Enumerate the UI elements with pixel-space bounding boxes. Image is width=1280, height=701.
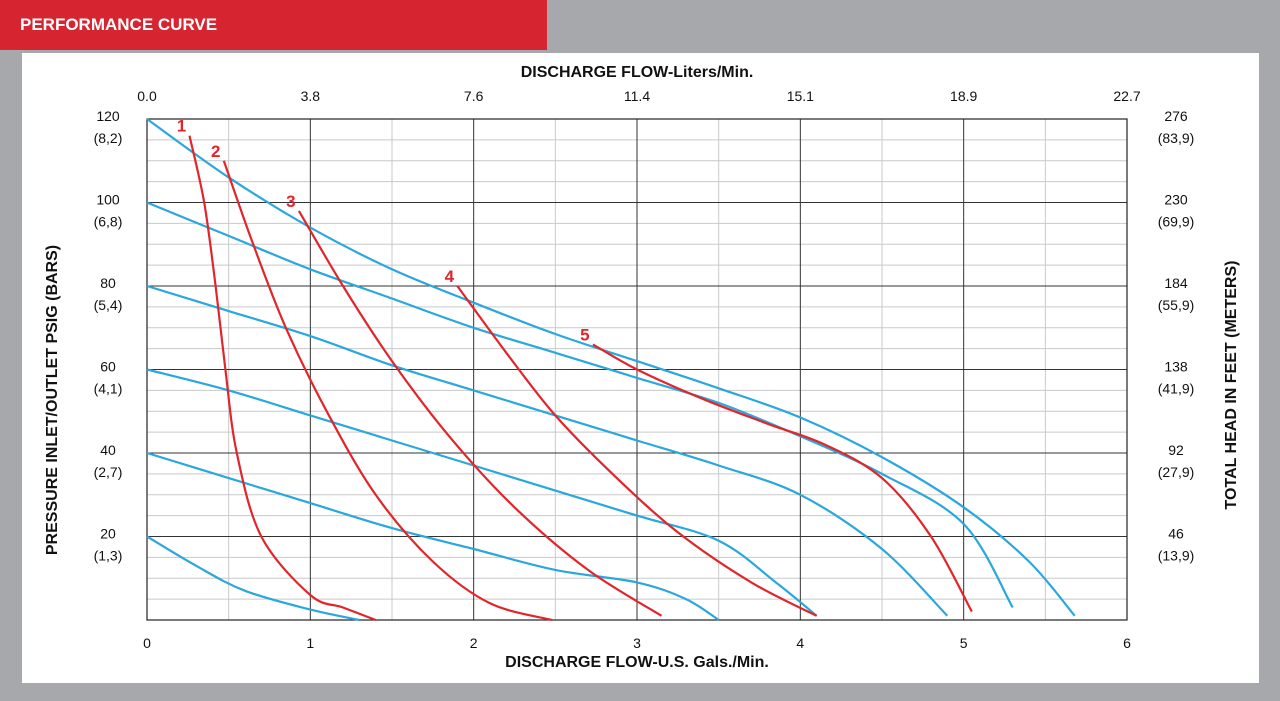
y2-tick-meters: (69,9) [1158, 214, 1195, 230]
y-tick-bar: (5,4) [94, 297, 123, 313]
top-x-tick-label: 3.8 [301, 88, 321, 104]
pressure-curve [146, 118, 1076, 617]
x-tick-label: 2 [470, 635, 478, 651]
y2-tick-feet: 184 [1164, 275, 1188, 291]
pressure-curve [146, 451, 720, 621]
curve-label: 1 [177, 117, 186, 136]
flow-curves: 1 2 3 4 5 [177, 117, 973, 622]
pressure-curve [146, 284, 949, 617]
y2-tick-meters: (41,9) [1158, 381, 1195, 397]
y-tick-psi: 80 [100, 275, 116, 291]
y-tick-psi: 60 [100, 359, 116, 375]
top-x-tick-label: 15.1 [787, 88, 814, 104]
top-x-tick-label: 22.7 [1113, 88, 1140, 104]
curve-label: 3 [286, 192, 295, 211]
y2-tick-meters: (55,9) [1158, 297, 1195, 313]
y-tick-bar: (8,2) [94, 130, 123, 146]
y2-tick-feet: 46 [1168, 526, 1184, 542]
y2-tick-meters: (13,9) [1158, 548, 1195, 564]
pressure-curve [146, 201, 1014, 609]
top-x-tick-label: 7.6 [464, 88, 484, 104]
top-x-tick-label: 11.4 [624, 88, 650, 104]
y2-tick-feet: 138 [1164, 359, 1188, 375]
y-axis-label: PRESSURE INLET/OUTLET PSIG (BARS) [44, 245, 61, 555]
x-tick-label: 0 [143, 635, 151, 651]
top-x-tick-label: 0.0 [137, 88, 157, 104]
pressure-curve [146, 368, 818, 617]
right-y-axis-label: TOTAL HEAD IN FEET (METERS) [1223, 261, 1240, 510]
y2-tick-feet: 230 [1164, 192, 1188, 208]
x-tick-label: 6 [1123, 635, 1131, 651]
top-x-tick-label: 18.9 [950, 88, 977, 104]
y2-tick-feet: 92 [1168, 442, 1184, 458]
flow-curve [456, 285, 818, 617]
x-tick-label: 1 [306, 635, 314, 651]
flow-curve [222, 160, 553, 622]
flow-curve [297, 210, 663, 617]
y2-tick-meters: (83,9) [1158, 130, 1195, 146]
top-x-axis-label: DISCHARGE FLOW-Liters/Min. [521, 64, 754, 81]
curve-label: 5 [580, 325, 589, 344]
grid [146, 118, 1128, 621]
flow-curve [592, 343, 973, 613]
y-tick-psi: 100 [96, 192, 120, 208]
curve-label: 2 [211, 142, 220, 161]
pressure-curve [146, 535, 360, 622]
flow-curve [188, 135, 377, 622]
y-tick-psi: 120 [96, 108, 120, 124]
y2-tick-feet: 276 [1164, 108, 1188, 124]
x-tick-label: 5 [960, 635, 968, 651]
y-tick-psi: 40 [100, 442, 116, 458]
x-axis-label: DISCHARGE FLOW-U.S. Gals./Min. [505, 654, 769, 671]
y-tick-psi: 20 [100, 526, 116, 542]
banner-title: PERFORMANCE CURVE [20, 15, 218, 34]
y-tick-bar: (6,8) [94, 214, 123, 230]
y-tick-bar: (1,3) [94, 548, 123, 564]
y-tick-bar: (4,1) [94, 381, 123, 397]
chart-title-banner: PERFORMANCE CURVE [0, 0, 547, 50]
y-tick-bar: (2,7) [94, 464, 123, 480]
curve-label: 4 [445, 267, 455, 286]
y2-tick-meters: (27,9) [1158, 464, 1195, 480]
axis-ticks: 0 1 2 3 4 5 60.0 3.8 7.6 11.4 15.1 18.9 22.7120(8,2)… [94, 88, 1195, 651]
x-tick-label: 4 [796, 635, 804, 651]
x-tick-label: 3 [633, 635, 641, 651]
